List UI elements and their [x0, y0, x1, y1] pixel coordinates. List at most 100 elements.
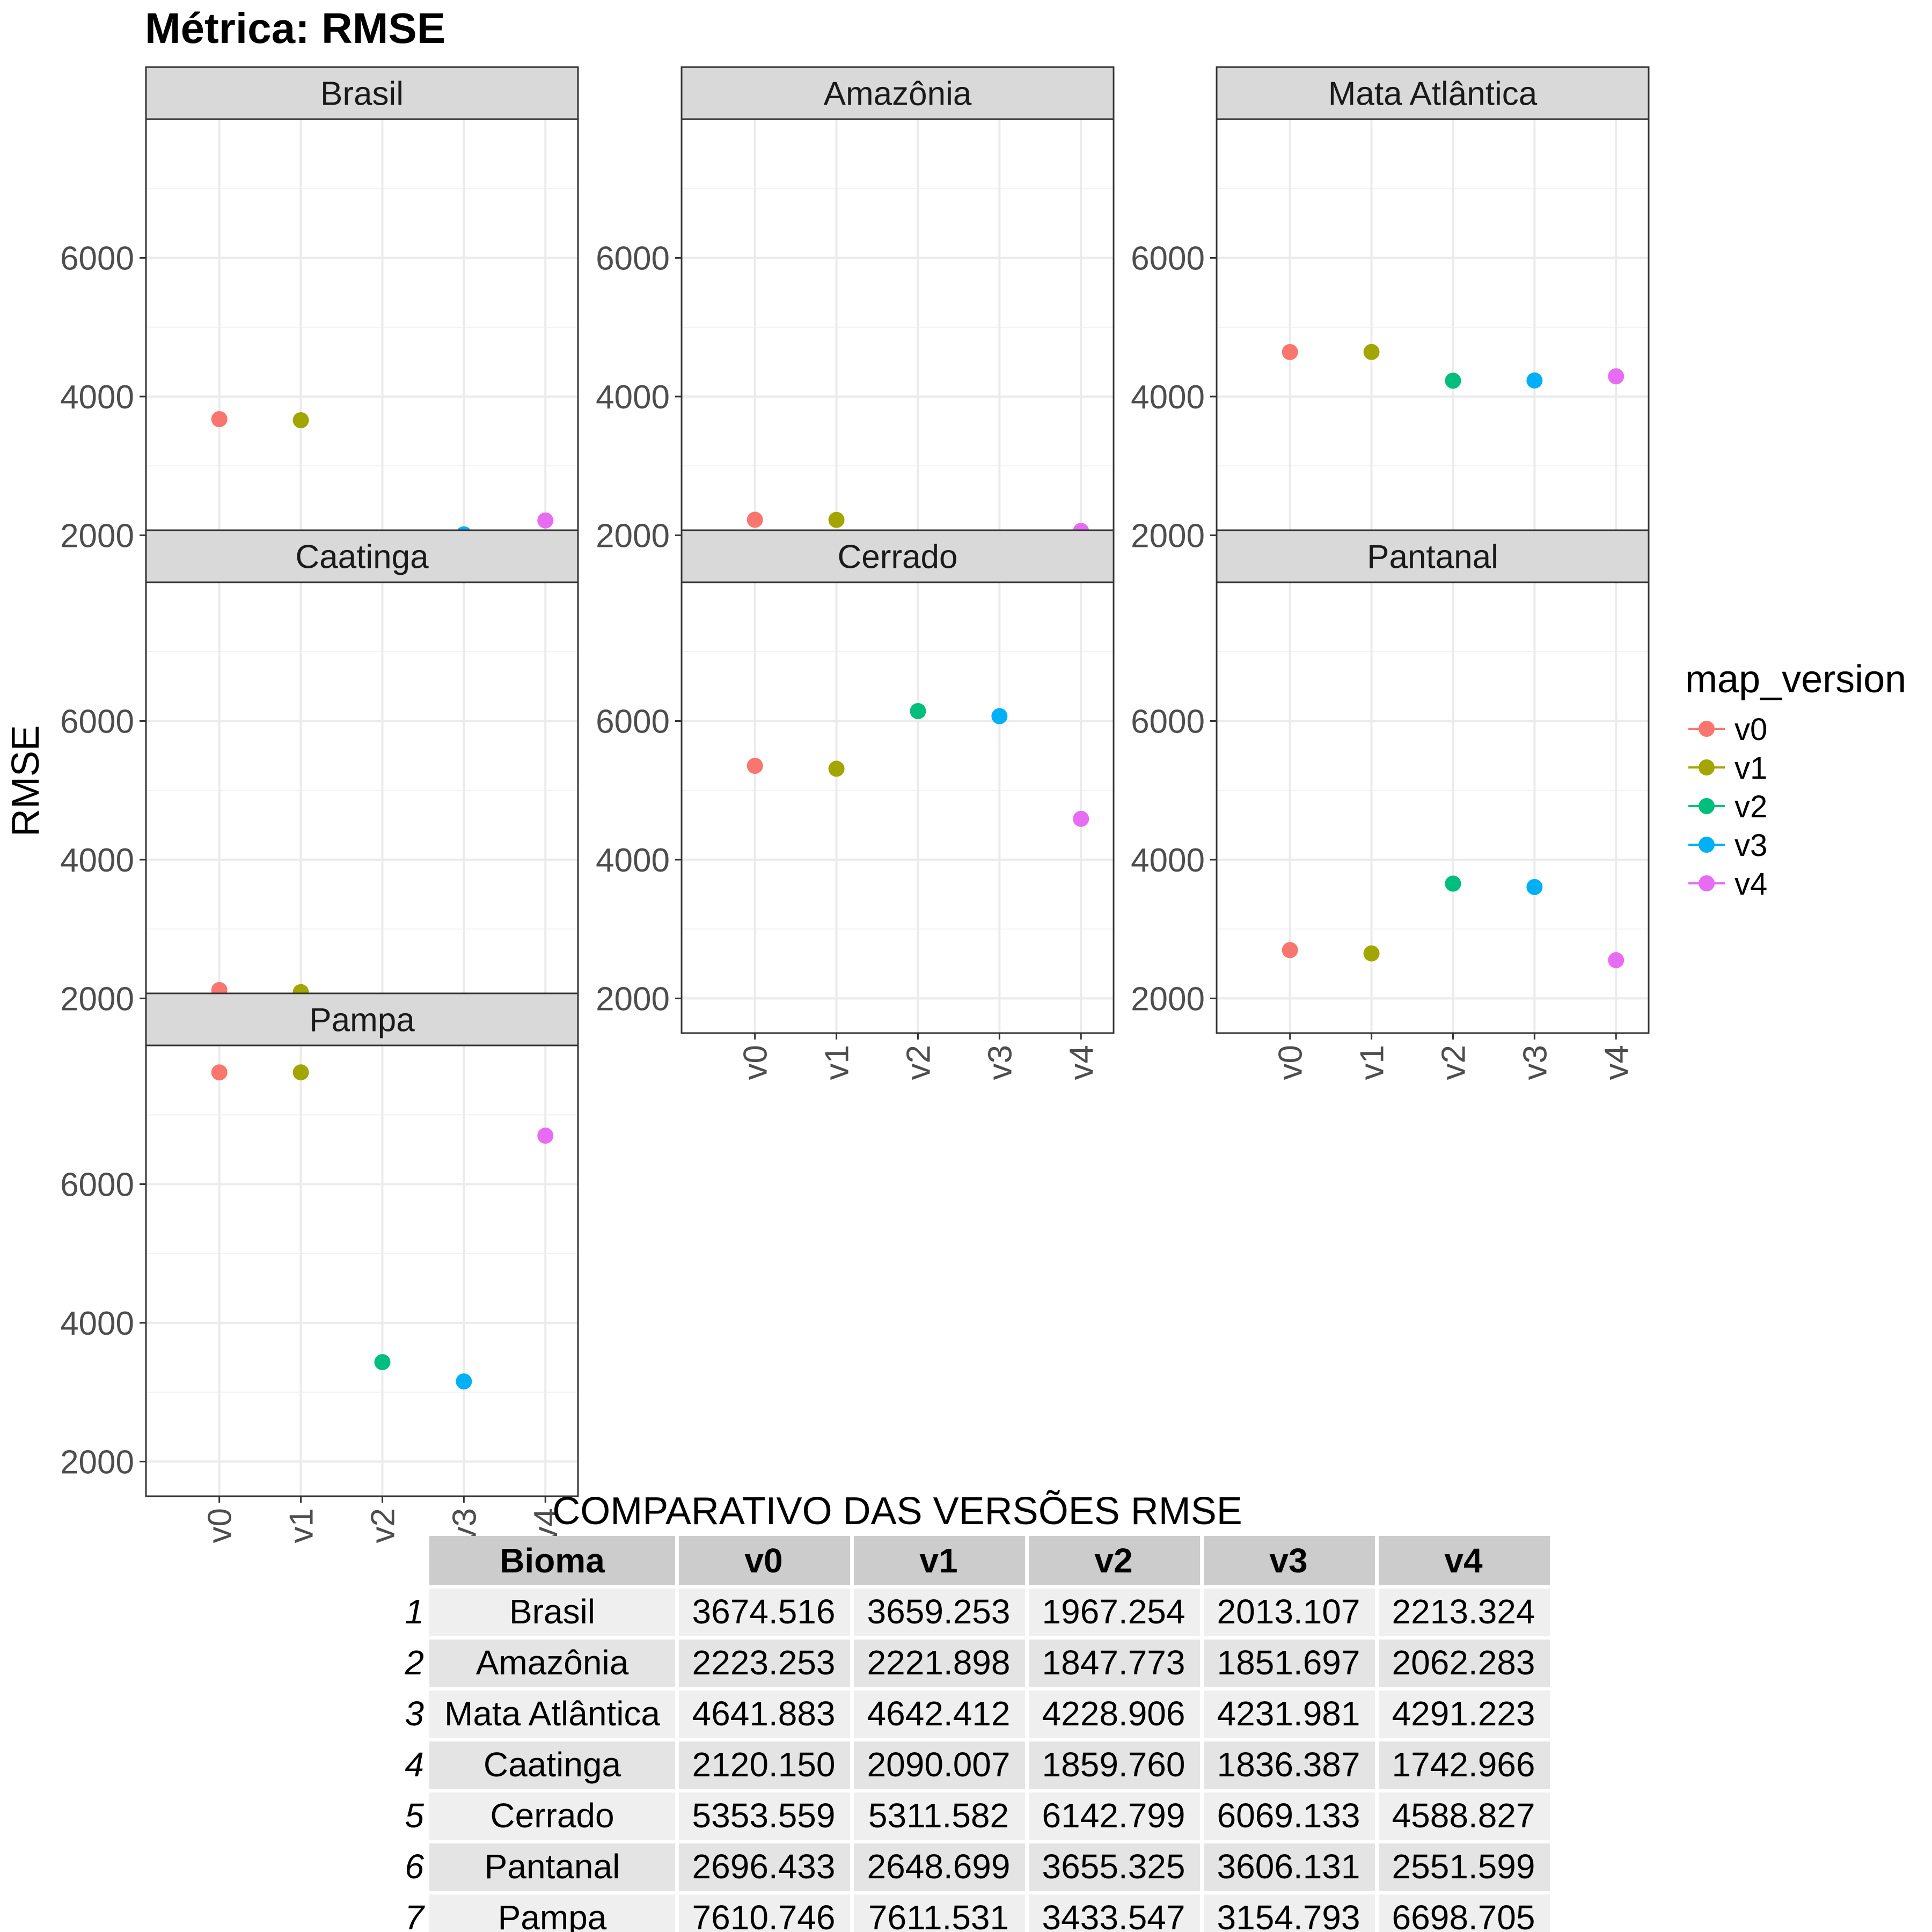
- table-cell: [1377, 1842, 1550, 1893]
- data-point: [1445, 875, 1461, 892]
- table-cell: [677, 1842, 850, 1893]
- table-cell-value: 6142.799: [1042, 1796, 1185, 1835]
- table-cell: [1377, 1893, 1550, 1932]
- facet-strip-label: Amazônia: [824, 76, 972, 113]
- table-cell-value: 3154.793: [1217, 1898, 1360, 1932]
- x-tick-label: v0: [737, 1045, 774, 1080]
- data-point: [828, 511, 845, 528]
- table-cell: [1027, 1638, 1200, 1689]
- table-cell: [1027, 1689, 1200, 1740]
- table-cell: [1027, 1791, 1200, 1842]
- table-cell: [1377, 1740, 1550, 1791]
- legend-key-point: [1699, 837, 1715, 853]
- table-cell-value: 4588.827: [1392, 1796, 1535, 1835]
- table-cell: [677, 1791, 850, 1842]
- x-tick-label: v4: [1063, 1045, 1100, 1080]
- table-cell: [1027, 1587, 1200, 1638]
- table-cell: [852, 1740, 1025, 1791]
- table-cell: [1377, 1791, 1550, 1842]
- table-cell-value: Mata Atlântica: [444, 1694, 660, 1733]
- table-cell: [1202, 1842, 1375, 1893]
- data-point: [292, 1064, 309, 1081]
- table-cell-value: 6069.133: [1217, 1796, 1360, 1835]
- facet-strip-label: Brasil: [320, 76, 404, 113]
- table-header-cell: [677, 1536, 850, 1587]
- table-cell: [1202, 1638, 1375, 1689]
- facet-strip: [145, 992, 579, 1046]
- table-header-label: v2: [1094, 1541, 1132, 1580]
- table-row-number: 3: [405, 1694, 424, 1733]
- table-cell-value: 1859.760: [1042, 1745, 1185, 1784]
- y-tick-label: 2000: [1131, 980, 1205, 1018]
- table-cell: [852, 1893, 1025, 1932]
- facet-panel: Brasil 2000 4000 6000: [60, 66, 579, 576]
- y-tick-label: 6000: [60, 240, 134, 277]
- table-cell: [1377, 1638, 1550, 1689]
- data-point: [211, 411, 228, 427]
- table-cell-value: Cerrado: [490, 1796, 614, 1835]
- table-header-label: v1: [919, 1541, 957, 1580]
- table-cell-value: 2551.599: [1392, 1847, 1535, 1886]
- table-header-cell: [852, 1536, 1025, 1587]
- table-cell-value: 3674.516: [692, 1592, 836, 1631]
- table-cell: [677, 1893, 850, 1932]
- table-cell-value: 4291.223: [1392, 1694, 1535, 1733]
- x-tick-label: v0: [202, 1508, 239, 1543]
- facet-panel: Mata Atlântica 2000 4000 6000: [1131, 66, 1650, 576]
- table-cell-value: 3606.131: [1217, 1847, 1360, 1886]
- facet-panel: Caatinga 2000 4000 6000: [60, 529, 579, 1040]
- y-tick-label: 6000: [1131, 240, 1205, 277]
- table-cell-value: 4642.412: [867, 1694, 1011, 1733]
- y-axis-title: RMSE: [4, 725, 47, 837]
- table-cell: [852, 1587, 1025, 1638]
- table-header-label: v3: [1269, 1541, 1307, 1580]
- table-cell: [1027, 1842, 1200, 1893]
- chart-title: Métrica: RMSE: [145, 4, 445, 52]
- data-point: [1363, 945, 1380, 962]
- panel-background: [1217, 119, 1649, 570]
- x-tick-label: v3: [1517, 1045, 1554, 1080]
- y-tick-label: 2000: [596, 517, 670, 554]
- y-tick-label: 4000: [596, 379, 670, 416]
- table-cell: [1202, 1740, 1375, 1791]
- data-point: [456, 1373, 472, 1390]
- table-cell: [1202, 1791, 1375, 1842]
- table-cell-value: 2213.324: [1392, 1592, 1535, 1631]
- x-tick-label: v2: [364, 1508, 401, 1543]
- table-cell-value: 5311.582: [868, 1796, 1009, 1835]
- facet-strip: [680, 66, 1115, 120]
- data-point: [292, 412, 309, 428]
- y-tick-label: 2000: [60, 980, 134, 1018]
- y-tick-label: 6000: [60, 1166, 134, 1203]
- facet-strip-label: Pampa: [309, 1002, 415, 1039]
- table-cell: [1027, 1893, 1200, 1932]
- table-cell: [677, 1689, 850, 1740]
- table-header-cell: [1202, 1536, 1375, 1587]
- table-cell: [429, 1791, 675, 1842]
- legend-key-point: [1699, 759, 1715, 775]
- table-cell-value: 4641.883: [692, 1694, 836, 1733]
- table-cell-value: 1847.773: [1042, 1643, 1185, 1682]
- data-point: [1526, 879, 1543, 895]
- y-tick-label: 4000: [1131, 379, 1205, 416]
- data-point: [1526, 372, 1543, 389]
- table-cell: [852, 1638, 1025, 1689]
- table-cell-value: 7610.746: [692, 1898, 836, 1932]
- data-point: [1445, 372, 1461, 389]
- facet-strip: [1216, 66, 1650, 120]
- table-cell: [852, 1842, 1025, 1893]
- panel-border: [145, 1044, 579, 1497]
- table-cell-value: 2013.107: [1217, 1592, 1360, 1631]
- y-tick-label: 2000: [60, 517, 134, 554]
- data-point: [828, 760, 845, 777]
- panel-border: [680, 581, 1115, 1034]
- legend-label: v2: [1735, 789, 1767, 824]
- table-cell: [852, 1791, 1025, 1842]
- table-cell: [429, 1842, 675, 1893]
- table-row-number: 4: [405, 1745, 424, 1784]
- x-tick-label: v1: [283, 1508, 320, 1543]
- x-tick-label: v4: [1598, 1045, 1635, 1080]
- facet-strip: [145, 529, 579, 583]
- legend-key-point: [1699, 798, 1715, 814]
- facet-panel: Pantanal 2000 4000 6000 v0 v1 v2 v3 v4: [1131, 529, 1650, 1080]
